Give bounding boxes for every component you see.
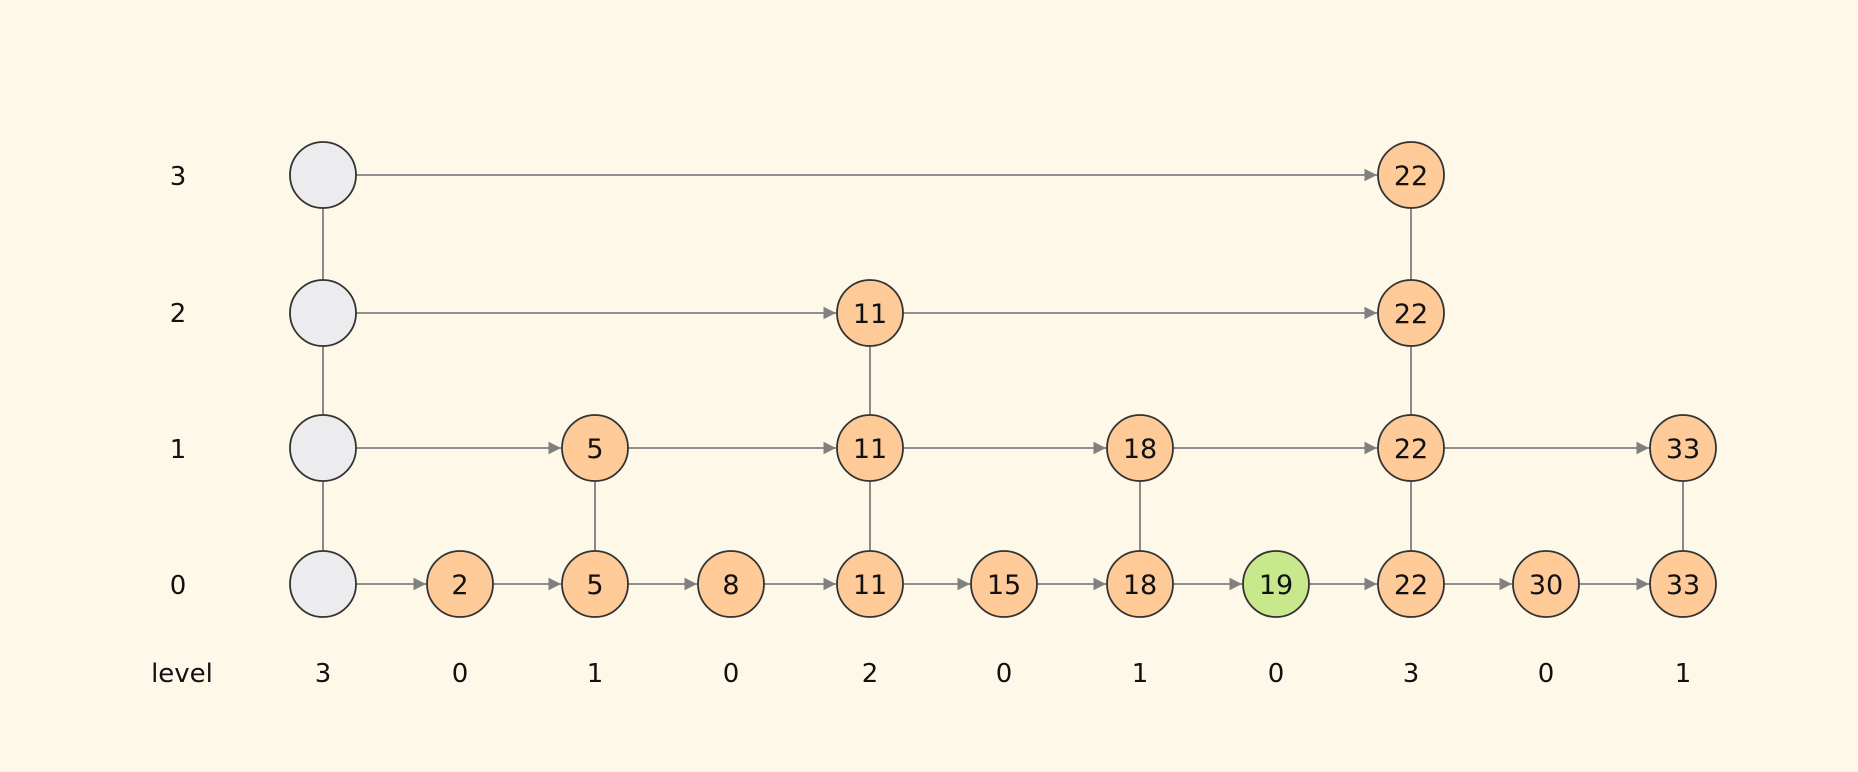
- node-key: 15: [987, 570, 1021, 601]
- row-label-3: 3: [170, 162, 187, 192]
- column-level-value: 0: [1268, 659, 1285, 689]
- node-circle: [697, 550, 765, 618]
- node-30: 30: [1512, 550, 1580, 618]
- column-level-value: 2: [862, 659, 879, 689]
- node-key: 22: [1394, 299, 1428, 330]
- node-key: 18: [1123, 570, 1157, 601]
- node-circle: [1649, 550, 1717, 618]
- head-node: [289, 141, 357, 209]
- node-18: 18: [1106, 414, 1174, 482]
- column-level-value: 1: [587, 659, 604, 689]
- column-level-value: 1: [1132, 659, 1149, 689]
- node-circle: [561, 550, 629, 618]
- row-label-0: 0: [170, 571, 187, 601]
- node-circle: [970, 550, 1038, 618]
- node-key: 22: [1394, 570, 1428, 601]
- node-11: 11: [836, 279, 904, 347]
- node-8: 8: [697, 550, 765, 618]
- node-key: 11: [853, 299, 887, 330]
- row-label-2: 2: [170, 299, 187, 329]
- node-key: 22: [1394, 434, 1428, 465]
- node-circle: [1649, 414, 1717, 482]
- node-18: 18: [1106, 550, 1174, 618]
- node-circle: [1106, 550, 1174, 618]
- level-label: level: [151, 659, 213, 689]
- node-circle: [426, 550, 494, 618]
- node-key: 33: [1666, 434, 1700, 465]
- column-level-value: 0: [1538, 659, 1555, 689]
- column-level-value: 0: [723, 659, 740, 689]
- node-5: 5: [561, 550, 629, 618]
- node-key: 5: [586, 434, 603, 465]
- node-circle: [1377, 414, 1445, 482]
- node-key: 5: [586, 570, 603, 601]
- node-key: 11: [853, 570, 887, 601]
- column-level-value: 1: [1675, 659, 1692, 689]
- column-level-value: 0: [452, 659, 469, 689]
- node-key: 30: [1529, 570, 1563, 601]
- node-circle: [836, 414, 904, 482]
- node-33: 33: [1649, 550, 1717, 618]
- head-node: [289, 414, 357, 482]
- node-2: 2: [426, 550, 494, 618]
- column-level-value: 3: [1403, 659, 1420, 689]
- node-circle: [289, 414, 357, 482]
- column-level-value: 3: [315, 659, 332, 689]
- target-node-19: 19: [1242, 550, 1310, 618]
- node-33: 33: [1649, 414, 1717, 482]
- node-key: 22: [1394, 161, 1428, 192]
- node-circle: [1377, 141, 1445, 209]
- node-22: 22: [1377, 141, 1445, 209]
- node-circle: [289, 550, 357, 618]
- node-circle: [1242, 550, 1310, 618]
- nodes: 2 5 5 8 11 11 11 15 18 18 19 22 22 22 22 30 33 33: [289, 141, 1717, 618]
- node-circle: [289, 141, 357, 209]
- node-11: 11: [836, 414, 904, 482]
- node-22: 22: [1377, 279, 1445, 347]
- node-circle: [561, 414, 629, 482]
- node-key: 33: [1666, 570, 1700, 601]
- node-circle: [1377, 550, 1445, 618]
- node-circle: [289, 279, 357, 347]
- edges: [322, 168, 1684, 591]
- node-key: 18: [1123, 434, 1157, 465]
- node-key: 11: [853, 434, 887, 465]
- node-11: 11: [836, 550, 904, 618]
- row-label-1: 1: [170, 435, 187, 465]
- node-circle: [1106, 414, 1174, 482]
- column-level-value: 0: [996, 659, 1013, 689]
- node-15: 15: [970, 550, 1038, 618]
- node-key: 8: [722, 570, 739, 601]
- node-key: 2: [451, 570, 468, 601]
- node-22: 22: [1377, 550, 1445, 618]
- node-circle: [1377, 279, 1445, 347]
- head-node: [289, 550, 357, 618]
- node-circle: [836, 279, 904, 347]
- node-key: 19: [1259, 570, 1293, 601]
- node-5: 5: [561, 414, 629, 482]
- head-node: [289, 279, 357, 347]
- node-circle: [1512, 550, 1580, 618]
- node-circle: [836, 550, 904, 618]
- node-22: 22: [1377, 414, 1445, 482]
